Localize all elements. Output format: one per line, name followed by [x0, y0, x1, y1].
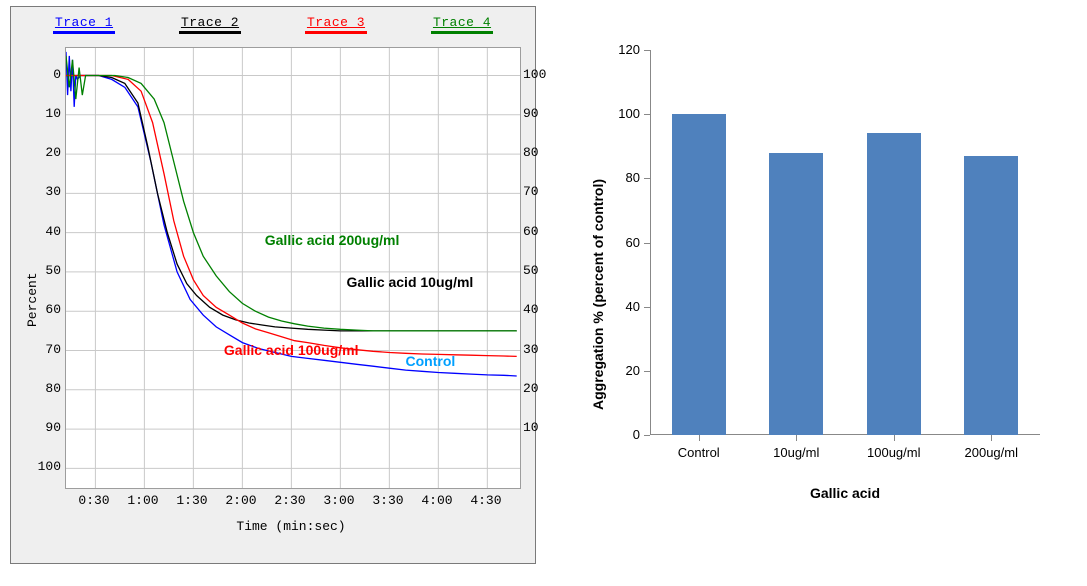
x-tick-label: 3:30	[372, 493, 403, 508]
bar-xtick-mark	[991, 435, 992, 441]
bar-y-label: Aggregation % (percent of control)	[590, 179, 606, 410]
y-tick-left-label: 30	[27, 184, 61, 199]
trace-legend-item: Trace 1	[53, 15, 115, 34]
y-tick-left-label: 100	[27, 459, 61, 474]
y-tick-left-label: 20	[27, 145, 61, 160]
bar-ytick-label: 80	[610, 170, 640, 185]
trace-legend-item: Trace 2	[179, 15, 241, 34]
trace-legend-swatch	[179, 31, 241, 34]
x-tick-label: 2:30	[274, 493, 305, 508]
trace-legend-swatch	[305, 31, 367, 34]
bar-x-label: Gallic acid	[650, 485, 1040, 501]
bar-ytick-mark	[644, 243, 650, 244]
series-annotation: Gallic acid 10ug/ml	[346, 274, 473, 290]
trace-legend-item: Trace 4	[431, 15, 493, 34]
bar-ytick-mark	[644, 178, 650, 179]
bar-category-label: 200ug/ml	[951, 445, 1031, 460]
trace-legend-label: Trace 3	[307, 15, 365, 30]
bar	[769, 153, 823, 435]
y-tick-left-label: 0	[27, 67, 61, 82]
bar	[672, 114, 726, 435]
y-tick-left-label: 50	[27, 263, 61, 278]
series-annotation: Gallic acid 100ug/ml	[224, 342, 359, 358]
trace-legend-label: Trace 2	[181, 15, 239, 30]
trace-legend-swatch	[431, 31, 493, 34]
x-tick-label: 1:30	[176, 493, 207, 508]
bar-category-label: 10ug/ml	[756, 445, 836, 460]
x-tick-label: 0:30	[78, 493, 109, 508]
series-annotation: Gallic acid 200ug/ml	[265, 232, 400, 248]
y-tick-left-label: 70	[27, 342, 61, 357]
bar-ytick-label: 40	[610, 299, 640, 314]
bar	[964, 156, 1018, 435]
bar-category-label: Control	[659, 445, 739, 460]
bar-ytick-label: 120	[610, 42, 640, 57]
line-chart-svg	[66, 48, 520, 488]
x-tick-label: 2:00	[225, 493, 256, 508]
trace-legend-swatch	[53, 31, 115, 34]
y-tick-left-label: 40	[27, 224, 61, 239]
series-annotation: Control	[406, 353, 456, 369]
bar-ytick-label: 60	[610, 235, 640, 250]
bar-y-axis-line	[650, 50, 651, 435]
x-tick-label: 1:00	[127, 493, 158, 508]
bar-xtick-mark	[894, 435, 895, 441]
trace-legend-label: Trace 1	[55, 15, 113, 30]
bar-xtick-mark	[699, 435, 700, 441]
trace-legend-item: Trace 3	[305, 15, 367, 34]
y-tick-left-label: 90	[27, 420, 61, 435]
trace-legend-label: Trace 4	[433, 15, 491, 30]
bar-ytick-mark	[644, 114, 650, 115]
bar-ytick-mark	[644, 371, 650, 372]
x-tick-label: 3:00	[323, 493, 354, 508]
bar-ytick-mark	[644, 50, 650, 51]
x-tick-label: 4:00	[421, 493, 452, 508]
x-tick-label: 4:30	[470, 493, 501, 508]
bar-xtick-mark	[796, 435, 797, 441]
bar-ytick-label: 100	[610, 106, 640, 121]
right-bar-panel: 0 20 40 60 80 100 120 Control 10ug/ml 100ug/ml 20…	[540, 0, 1087, 586]
bar-ytick-mark	[644, 307, 650, 308]
x-axis-label: Time (min:sec)	[191, 519, 391, 534]
y-tick-left-label: 10	[27, 106, 61, 121]
y-tick-left-label: 80	[27, 381, 61, 396]
instrument-frame: Trace 1 Trace 2 Trace 3 Trace 4 Percent 0 10…	[10, 6, 536, 564]
y-tick-left-label: 60	[27, 302, 61, 317]
figure-container: Trace 1 Trace 2 Trace 3 Trace 4 Percent 0 10…	[0, 0, 1087, 586]
line-plot-area	[65, 47, 521, 489]
bar	[867, 133, 921, 435]
left-trace-panel: Trace 1 Trace 2 Trace 3 Trace 4 Percent 0 10…	[0, 0, 540, 586]
bar-ytick-mark	[644, 435, 650, 436]
y-axis-label: Percent	[25, 272, 40, 327]
bar-category-label: 100ug/ml	[854, 445, 934, 460]
bar-ytick-label: 0	[610, 427, 640, 442]
bar-ytick-label: 20	[610, 363, 640, 378]
bar-plot-area	[650, 50, 1040, 435]
bar-chart-frame: 0 20 40 60 80 100 120 Control 10ug/ml 100ug/ml 20…	[580, 40, 1060, 540]
trace-legend: Trace 1 Trace 2 Trace 3 Trace 4	[21, 11, 525, 37]
